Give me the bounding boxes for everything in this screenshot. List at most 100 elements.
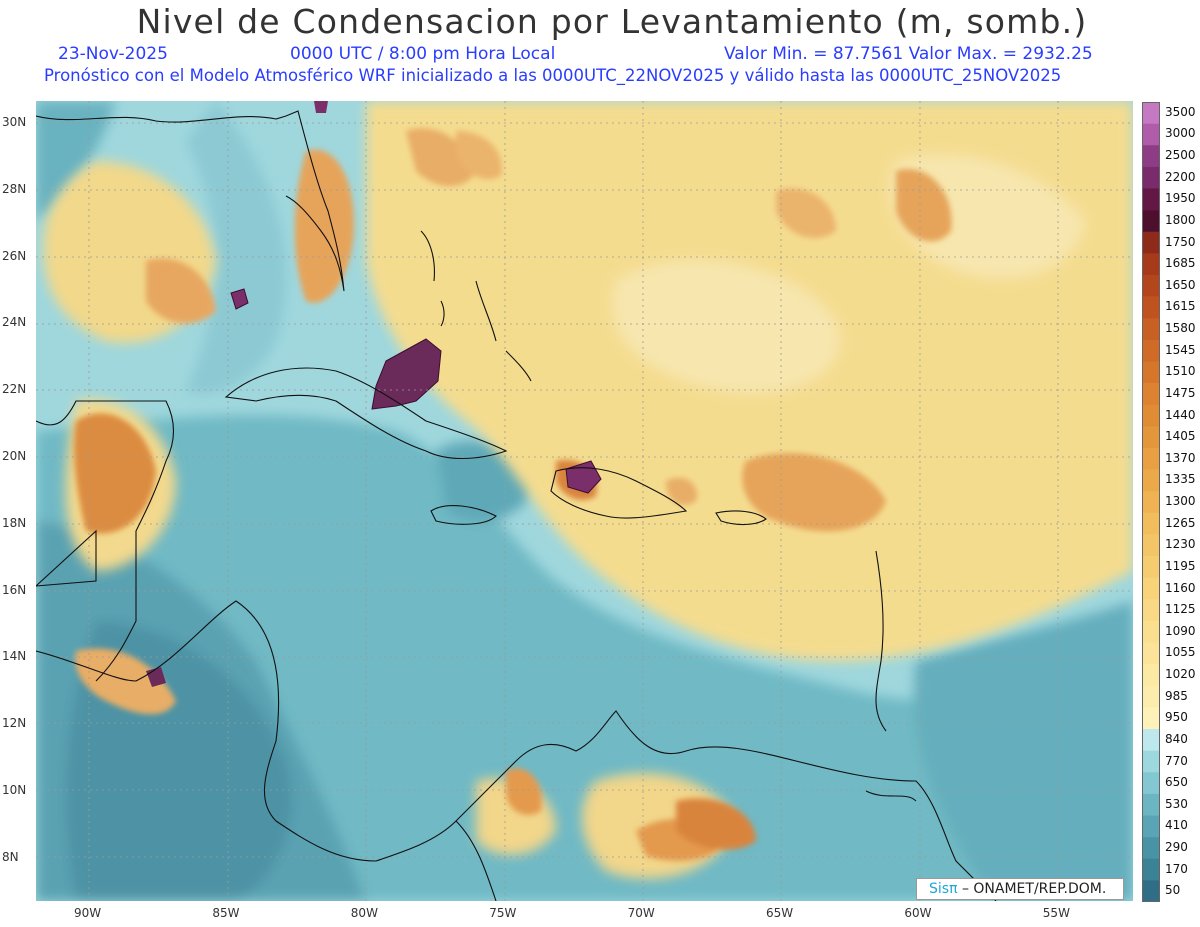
legend-label: 1440 (1165, 407, 1196, 422)
legend-swatch (1142, 404, 1160, 427)
lat-label: 16N (2, 582, 27, 597)
lat-label: 22N (2, 382, 27, 397)
legend-label: 3500 (1165, 104, 1196, 119)
legend-swatch (1142, 447, 1160, 470)
legend-swatch (1142, 102, 1160, 124)
high-lcl-patches (74, 128, 952, 861)
model-info: Pronóstico con el Modelo Atmosférico WRF… (44, 66, 1062, 85)
legend-label: 1475 (1165, 385, 1196, 400)
legend-swatch (1142, 858, 1160, 881)
legend-label: 950 (1165, 710, 1188, 725)
lon-label: 85W (212, 906, 240, 920)
lat-label: 20N (2, 449, 27, 463)
legend-label: 1265 (1165, 515, 1196, 530)
legend-swatch (1142, 642, 1160, 665)
legend-swatch (1142, 750, 1160, 773)
low-lcl-region (36, 101, 1133, 901)
legend-swatch (1142, 339, 1160, 362)
legend-label: 1090 (1165, 623, 1196, 638)
lat-label: 28N (2, 181, 27, 196)
legend-label: 2200 (1165, 169, 1196, 184)
value-range: Valor Min. = 87.7561 Valor Max. = 2932.2… (724, 44, 1093, 64)
legend-label: 530 (1165, 796, 1188, 811)
lat-label: 8N (2, 849, 19, 864)
legend-swatch (1142, 231, 1160, 254)
lat-label: 30N (2, 115, 27, 129)
legend-label: 650 (1165, 775, 1188, 790)
legend-swatch (1142, 534, 1160, 557)
legend-label: 1615 (1165, 299, 1196, 314)
lon-label: 90W (74, 906, 102, 920)
legend-label: 1545 (1165, 342, 1196, 357)
legend-label: 290 (1165, 839, 1188, 854)
lat-label: 24N (2, 315, 27, 330)
legend-swatch (1142, 383, 1160, 405)
legend-label: 1800 (1165, 212, 1196, 227)
legend-label: 2500 (1165, 148, 1196, 163)
legend-swatch (1142, 880, 1160, 903)
legend-swatch (1142, 620, 1160, 643)
coastlines (36, 110, 997, 901)
lon-label: 70W (627, 906, 655, 920)
legend-label: 50 (1165, 883, 1181, 898)
legend-swatch (1142, 210, 1160, 233)
legend-swatch (1142, 145, 1160, 168)
lcl-map (36, 101, 1133, 901)
legend-swatch (1142, 253, 1160, 276)
credit-box: Sisπ – ONAMET/REP.DOM. (916, 878, 1124, 900)
legend-swatch (1142, 296, 1160, 319)
lat-label: 14N (2, 649, 27, 664)
legend-label: 1580 (1165, 321, 1196, 335)
legend-label: 1335 (1165, 472, 1196, 487)
lon-label: 55W (1042, 906, 1070, 920)
lat-label: 10N (2, 783, 27, 797)
sisp-logo: Sisπ (929, 881, 958, 897)
legend-swatch (1142, 426, 1160, 449)
legend-swatch (1142, 166, 1160, 189)
legend-label: 1055 (1165, 645, 1196, 660)
legend-swatch (1142, 577, 1160, 600)
legend-label: 1125 (1165, 602, 1196, 617)
legend-swatch (1142, 556, 1160, 578)
color-legend (1142, 102, 1162, 906)
legend-swatch (1142, 512, 1160, 535)
legend-label: 1950 (1165, 191, 1196, 206)
legend-label: 1160 (1165, 580, 1196, 595)
legend-swatch (1142, 188, 1160, 211)
legend-label: 1230 (1165, 537, 1196, 552)
legend-label: 170 (1165, 861, 1188, 876)
legend-swatch (1142, 772, 1160, 795)
legend-label: 1685 (1165, 256, 1196, 271)
lon-label: 60W (904, 906, 932, 920)
legend-swatch (1142, 123, 1160, 146)
legend-swatch (1142, 685, 1160, 708)
legend-label: 410 (1165, 818, 1188, 833)
legend-swatch (1142, 707, 1160, 730)
forecast-date: 23-Nov-2025 (58, 44, 168, 64)
map-title: Nivel de Condensacion por Levantamiento … (136, 2, 1088, 41)
legend-swatch (1142, 664, 1160, 687)
legend-label: 1020 (1165, 667, 1196, 681)
legend-label: 1195 (1165, 558, 1196, 573)
credit-text: – ONAMET/REP.DOM. (957, 881, 1107, 897)
max-lcl-patches (146, 101, 602, 687)
legend-swatch (1142, 729, 1160, 751)
forecast-time: 0000 UTC / 8:00 pm Hora Local (290, 44, 556, 64)
legend-swatch (1142, 815, 1160, 838)
legend-label: 1510 (1165, 364, 1196, 379)
legend-swatch (1142, 274, 1160, 297)
legend-swatch (1142, 361, 1160, 384)
legend-label: 1300 (1165, 494, 1196, 508)
legend-label: 3000 (1165, 126, 1196, 141)
legend-label: 840 (1165, 731, 1188, 746)
lon-label: 65W (766, 906, 794, 920)
legend-swatch (1142, 318, 1160, 341)
legend-swatch (1142, 469, 1160, 492)
lat-label: 18N (2, 515, 27, 530)
graticule (36, 101, 1133, 901)
legend-swatch (1142, 491, 1160, 514)
legend-swatch (1142, 793, 1160, 816)
legend-label: 1370 (1165, 450, 1196, 465)
lon-label: 75W (489, 906, 517, 920)
legend-label: 1750 (1165, 234, 1196, 249)
